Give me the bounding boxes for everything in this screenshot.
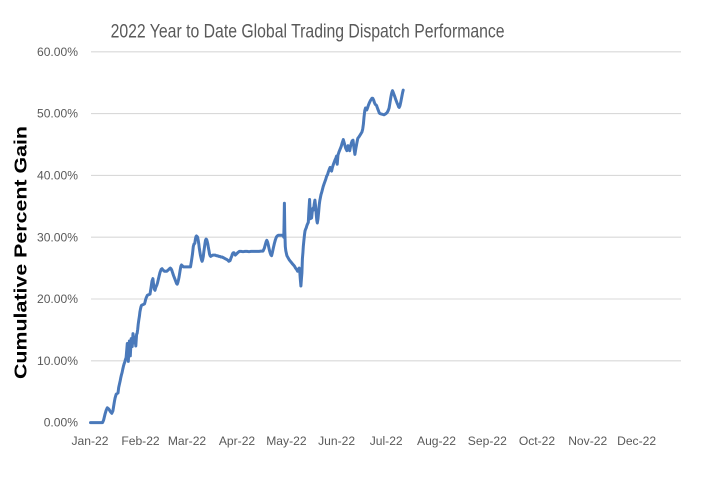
svg-text:Sep-22: Sep-22 <box>468 434 507 448</box>
svg-text:Dec-22: Dec-22 <box>617 434 656 448</box>
svg-text:40.00%: 40.00% <box>37 169 78 183</box>
svg-text:Aug-22: Aug-22 <box>417 434 456 448</box>
svg-text:Feb-22: Feb-22 <box>121 434 160 448</box>
svg-text:30.00%: 30.00% <box>37 230 78 244</box>
svg-text:Jan-22: Jan-22 <box>72 434 109 448</box>
svg-text:Mar-22: Mar-22 <box>168 434 207 448</box>
svg-text:Jul-22: Jul-22 <box>370 434 403 448</box>
svg-text:Jun-22: Jun-22 <box>318 434 355 448</box>
svg-text:2022 Year to Date Global Tradi: 2022 Year to Date Global Trading Dispatc… <box>111 21 505 43</box>
svg-text:Nov-22: Nov-22 <box>568 434 607 448</box>
svg-text:10.00%: 10.00% <box>37 354 78 368</box>
svg-text:50.00%: 50.00% <box>37 107 78 121</box>
svg-text:Apr-22: Apr-22 <box>219 434 256 448</box>
svg-text:0.00%: 0.00% <box>44 416 79 430</box>
svg-text:Cumulative Percent Gain: Cumulative Percent Gain <box>11 126 31 379</box>
svg-text:Oct-22: Oct-22 <box>519 434 556 448</box>
svg-text:60.00%: 60.00% <box>37 45 78 59</box>
svg-text:20.00%: 20.00% <box>37 292 78 306</box>
svg-text:May-22: May-22 <box>266 434 307 448</box>
